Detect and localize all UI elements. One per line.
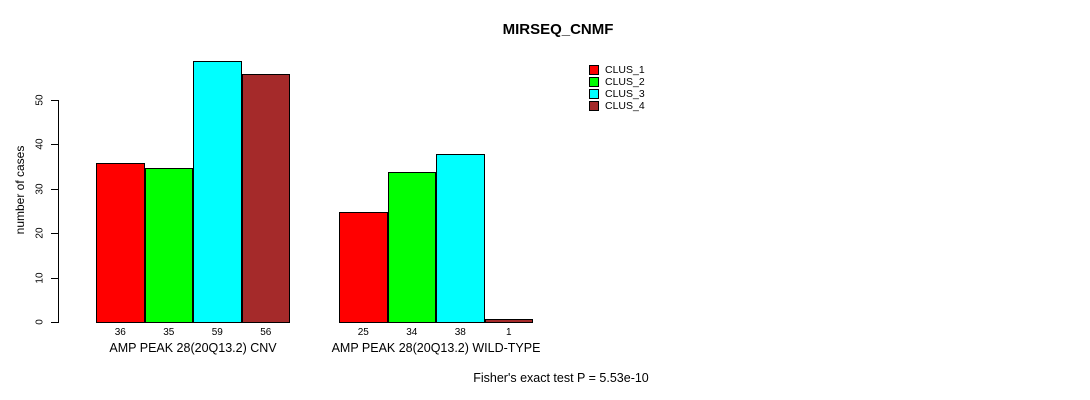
legend-swatch [589,101,599,111]
y-tick [51,100,58,101]
y-axis-line [58,100,59,323]
bar-value-label: 38 [454,327,466,338]
bar-clus_2-group1 [144,168,193,323]
legend-swatch [589,65,599,75]
y-tick-label: 0 [34,319,46,325]
bar-value-label: 25 [357,327,369,338]
y-tick-label: 20 [34,227,46,239]
legend-label: CLUS_3 [605,88,645,100]
y-tick-label: 40 [34,138,46,150]
bar-clus_4-group2 [484,319,533,323]
bar-value-label: 59 [211,327,223,338]
bar-clus_2-group2 [387,172,436,323]
y-tick-label: 50 [34,94,46,106]
legend: CLUS_1 CLUS_2 CLUS_3 CLUS_4 [589,64,645,112]
y-tick [51,144,58,145]
group-label-wild-type: AMP PEAK 28(20Q13.2) WILD-TYPE [331,341,541,355]
y-tick [51,322,58,323]
y-tick [51,233,58,234]
y-tick-label: 10 [34,272,46,284]
legend-item-clus_3: CLUS_3 [589,88,645,100]
bar-clus_3-group2 [436,154,485,323]
legend-label: CLUS_2 [605,76,645,88]
legend-item-clus_2: CLUS_2 [589,76,645,88]
bar-value-label: 34 [406,327,418,338]
legend-item-clus_1: CLUS_1 [589,64,645,76]
bar-value-label: 1 [505,327,512,338]
bar-value-label: 36 [114,327,126,338]
legend-label: CLUS_4 [605,100,645,112]
legend-item-clus_4: CLUS_4 [589,100,645,112]
legend-swatch [589,89,599,99]
bar-value-label: 35 [163,327,175,338]
bar-clus_1-group1 [96,163,145,323]
legend-swatch [589,77,599,87]
chart-title: MIRSEQ_CNMF [502,21,614,38]
bar-clus_1-group2 [339,212,388,323]
y-tick-label: 30 [34,183,46,195]
legend-label: CLUS_1 [605,64,645,76]
bar-clus_4-group1 [241,74,290,323]
bar-clus_3-group1 [193,61,242,323]
bar-value-label: 56 [260,327,272,338]
y-tick [51,189,58,190]
group-label-cnv: AMP PEAK 28(20Q13.2) CNV [109,341,277,355]
fisher-test-annotation: Fisher's exact test P = 5.53e-10 [473,371,649,385]
y-tick [51,278,58,279]
y-axis-title: number of cases [13,145,27,235]
